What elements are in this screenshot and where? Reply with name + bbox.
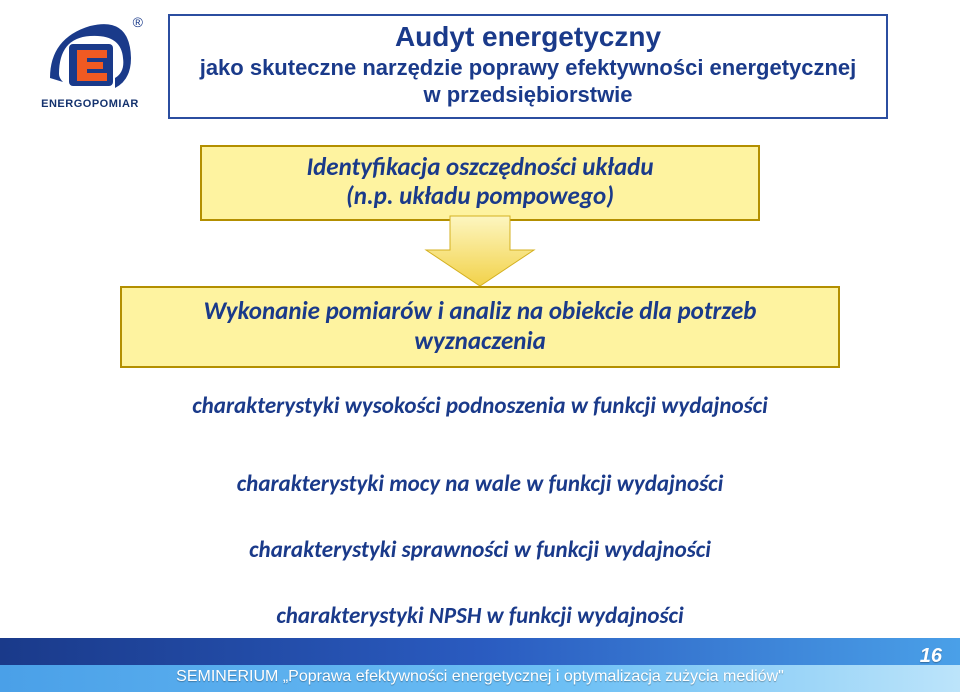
bullet-3: charakterystyki sprawności w funkcji wyd…: [170, 536, 790, 564]
ident-line2: (n.p. układu pompowego): [212, 182, 748, 211]
step-line2: wyznaczenia: [132, 326, 828, 356]
logo-block: ® ENERGOPOMIAR: [35, 18, 145, 110]
title-box: Audyt energetyczny jako skuteczne narzęd…: [168, 14, 888, 119]
footer-text: SEMINERIUM „Poprawa efektywności energet…: [0, 668, 960, 686]
down-arrow-icon: [422, 214, 538, 290]
logo-text: ENERGOPOMIAR: [35, 98, 145, 110]
energopomiar-logo-icon: [45, 18, 135, 96]
page-number: 16: [920, 645, 942, 668]
title-sub-line1: jako skuteczne narzędzie poprawy efektyw…: [180, 55, 876, 80]
step-line1: Wykonanie pomiarów i analiz na obiekcie …: [132, 296, 828, 326]
bullet-4: charakterystyki NPSH w funkcji wydajnośc…: [170, 602, 790, 630]
logo-mark: ®: [45, 18, 135, 96]
bullet-1: charakterystyki wysokości podnoszenia w …: [170, 392, 790, 420]
bullet-2: charakterystyki mocy na wale w funkcji w…: [170, 470, 790, 498]
title-sub-line2: w przedsiębiorstwie: [180, 82, 876, 107]
footer-bar: SEMINERIUM „Poprawa efektywności energet…: [0, 638, 960, 692]
registered-mark: ®: [133, 14, 143, 30]
ident-line1: Identyfikacja oszczędności układu: [212, 153, 748, 182]
step-box: Wykonanie pomiarów i analiz na obiekcie …: [120, 286, 840, 368]
identification-box: Identyfikacja oszczędności układu (n.p. …: [200, 145, 760, 221]
title-main: Audyt energetyczny: [180, 22, 876, 53]
